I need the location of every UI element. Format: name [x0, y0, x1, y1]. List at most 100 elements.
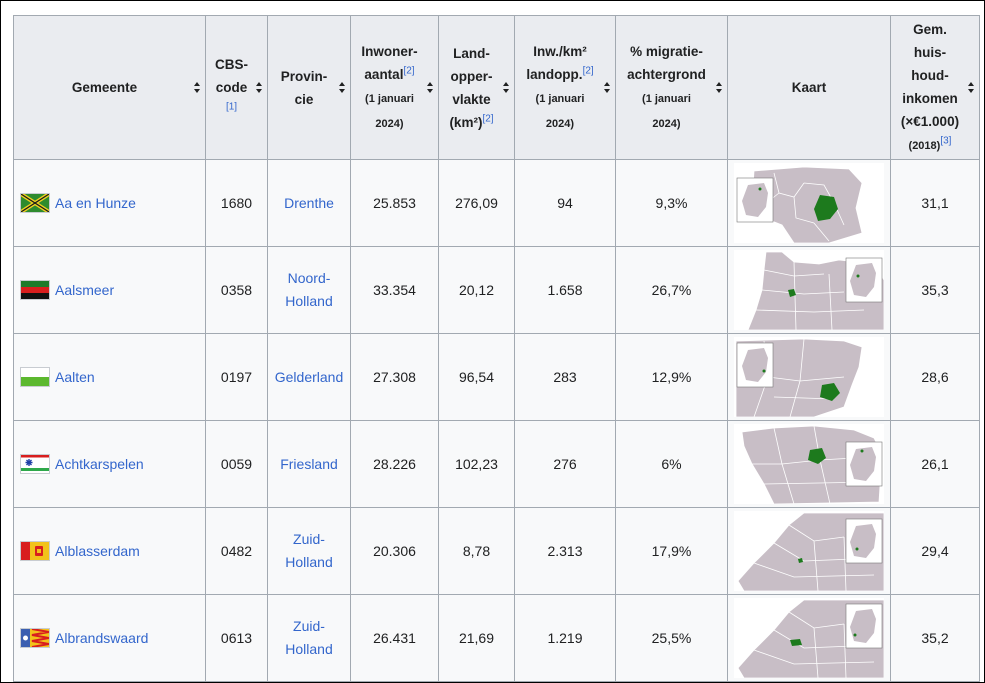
aalten-flag[interactable]: [20, 367, 50, 387]
cell-migratie: 6%: [615, 420, 728, 508]
cell-dichtheid: 1.658: [514, 246, 616, 334]
table-row: Aa en Hunze 1680 Drenthe 25.853 276,09 9…: [13, 159, 980, 247]
cell-dichtheid: 1.219: [514, 594, 616, 682]
col-header-cbs-code[interactable]: CBS-code [1]: [205, 15, 268, 160]
sort-icon[interactable]: [427, 82, 434, 94]
sort-icon[interactable]: [256, 82, 263, 94]
provincie-link[interactable]: Noord- Holland: [285, 270, 333, 309]
table-row: Achtkarspelen 0059 Friesland 28.226 102,…: [13, 420, 980, 508]
aa-en-hunze-flag[interactable]: [20, 193, 50, 213]
cell-kaart: [727, 246, 891, 334]
provincie-link[interactable]: Gelderland: [274, 368, 344, 385]
gemeente-link[interactable]: Aalten: [55, 368, 95, 385]
gemeenten-table: Gemeente CBS-code [1] Provin-cie Inwoner-…: [13, 15, 980, 682]
gemeente-link[interactable]: Aa en Hunze: [55, 194, 136, 211]
col-header-inkomen[interactable]: Gem. huis-houd-inkomen (×€1.000) (2018)[3]: [890, 15, 980, 160]
achtkarspelen-flag[interactable]: [20, 454, 50, 474]
cell-dichtheid: 283: [514, 333, 616, 421]
cell-oppervlakte: 102,23: [438, 420, 515, 508]
cell-inwoners: 33.354: [350, 246, 439, 334]
cell-inwoners: 25.853: [350, 159, 439, 247]
alblasserdam-flag[interactable]: [20, 541, 50, 561]
sort-icon[interactable]: [716, 82, 723, 94]
cell-inwoners: 26.431: [350, 594, 439, 682]
cell-provincie: Drenthe: [267, 159, 351, 247]
table-row: Albrandswaard 0613 Zuid- Holland 26.431 2…: [13, 594, 980, 682]
sort-icon[interactable]: [503, 82, 510, 94]
locator-map[interactable]: [734, 250, 884, 330]
cell-provincie: Zuid- Holland: [267, 507, 351, 595]
col-header-landoppervlakte[interactable]: Land-opper-vlakte (km²)[2]: [438, 15, 515, 160]
col-header-gemeente[interactable]: Gemeente: [13, 15, 206, 160]
locator-map[interactable]: [734, 511, 884, 591]
cell-inwoners: 28.226: [350, 420, 439, 508]
cell-dichtheid: 2.313: [514, 507, 616, 595]
cell-gemeente: Aalsmeer: [13, 246, 206, 334]
cell-provincie: Noord- Holland: [267, 246, 351, 334]
cell-dichtheid: 94: [514, 159, 616, 247]
cell-kaart: [727, 420, 891, 508]
locator-map[interactable]: [734, 598, 884, 678]
gemeente-link[interactable]: Albrandswaard: [55, 629, 149, 646]
cell-kaart: [727, 159, 891, 247]
cell-inkomen: 28,6: [890, 333, 980, 421]
cell-inkomen: 26,1: [890, 420, 980, 508]
col-header-inwoneraantal[interactable]: Inwoner-aantal[2] (1 januari 2024): [350, 15, 439, 160]
provincie-link[interactable]: Friesland: [280, 455, 338, 472]
ref-link[interactable]: [3]: [940, 135, 952, 146]
cell-inkomen: 29,4: [890, 507, 980, 595]
cell-gemeente: Aalten: [13, 333, 206, 421]
cell-cbs: 0197: [205, 333, 268, 421]
gemeente-link[interactable]: Alblasserdam: [55, 542, 140, 559]
col-header-dichtheid[interactable]: Inw./km² landopp.[2] (1 januari 2024): [514, 15, 616, 160]
col-header-migratie[interactable]: % migratie-achtergrond (1 januari 2024): [615, 15, 728, 160]
gemeente-link[interactable]: Achtkarspelen: [55, 455, 144, 472]
locator-map[interactable]: [734, 424, 884, 504]
sort-icon[interactable]: [339, 82, 346, 94]
cell-provincie: Gelderland: [267, 333, 351, 421]
locator-map[interactable]: [734, 337, 884, 417]
table-row: Aalsmeer 0358 Noord- Holland 33.354 20,12…: [13, 246, 980, 334]
cell-provincie: Zuid- Holland: [267, 594, 351, 682]
ref-link[interactable]: [1]: [225, 101, 238, 113]
cell-migratie: 9,3%: [615, 159, 728, 247]
ref-link[interactable]: [2]: [403, 65, 415, 76]
table-header-row: Gemeente CBS-code [1] Provin-cie Inwoner-…: [13, 15, 980, 160]
cell-cbs: 0482: [205, 507, 268, 595]
cell-inkomen: 35,3: [890, 246, 980, 334]
sort-icon[interactable]: [604, 82, 611, 94]
provincie-link[interactable]: Zuid- Holland: [285, 531, 333, 570]
cell-oppervlakte: 21,69: [438, 594, 515, 682]
col-header-kaart: Kaart: [727, 15, 891, 160]
cell-inwoners: 20.306: [350, 507, 439, 595]
cell-cbs: 0358: [205, 246, 268, 334]
cell-migratie: 26,7%: [615, 246, 728, 334]
cell-kaart: [727, 333, 891, 421]
cell-dichtheid: 276: [514, 420, 616, 508]
cell-cbs: 0059: [205, 420, 268, 508]
provincie-link[interactable]: Drenthe: [284, 194, 334, 211]
cell-kaart: [727, 594, 891, 682]
gemeente-link[interactable]: Aalsmeer: [55, 281, 115, 298]
albrandswaard-flag[interactable]: [20, 628, 50, 648]
cell-oppervlakte: 96,54: [438, 333, 515, 421]
cell-migratie: 25,5%: [615, 594, 728, 682]
cell-migratie: 12,9%: [615, 333, 728, 421]
cell-cbs: 0613: [205, 594, 268, 682]
aalsmeer-flag[interactable]: [20, 280, 50, 300]
cell-oppervlakte: 8,78: [438, 507, 515, 595]
provincie-link[interactable]: Zuid- Holland: [285, 618, 333, 657]
sort-icon[interactable]: [194, 82, 201, 94]
cell-gemeente: Albrandswaard: [13, 594, 206, 682]
cell-gemeente: Alblasserdam: [13, 507, 206, 595]
cell-provincie: Friesland: [267, 420, 351, 508]
col-header-provincie[interactable]: Provin-cie: [267, 15, 351, 160]
sort-icon[interactable]: [968, 82, 975, 94]
locator-map[interactable]: [734, 163, 884, 243]
ref-link[interactable]: [2]: [582, 65, 594, 76]
ref-link[interactable]: [2]: [482, 113, 494, 124]
table-row: Alblasserdam 0482 Zuid- Holland 20.306 8,…: [13, 507, 980, 595]
cell-inkomen: 31,1: [890, 159, 980, 247]
cell-inwoners: 27.308: [350, 333, 439, 421]
